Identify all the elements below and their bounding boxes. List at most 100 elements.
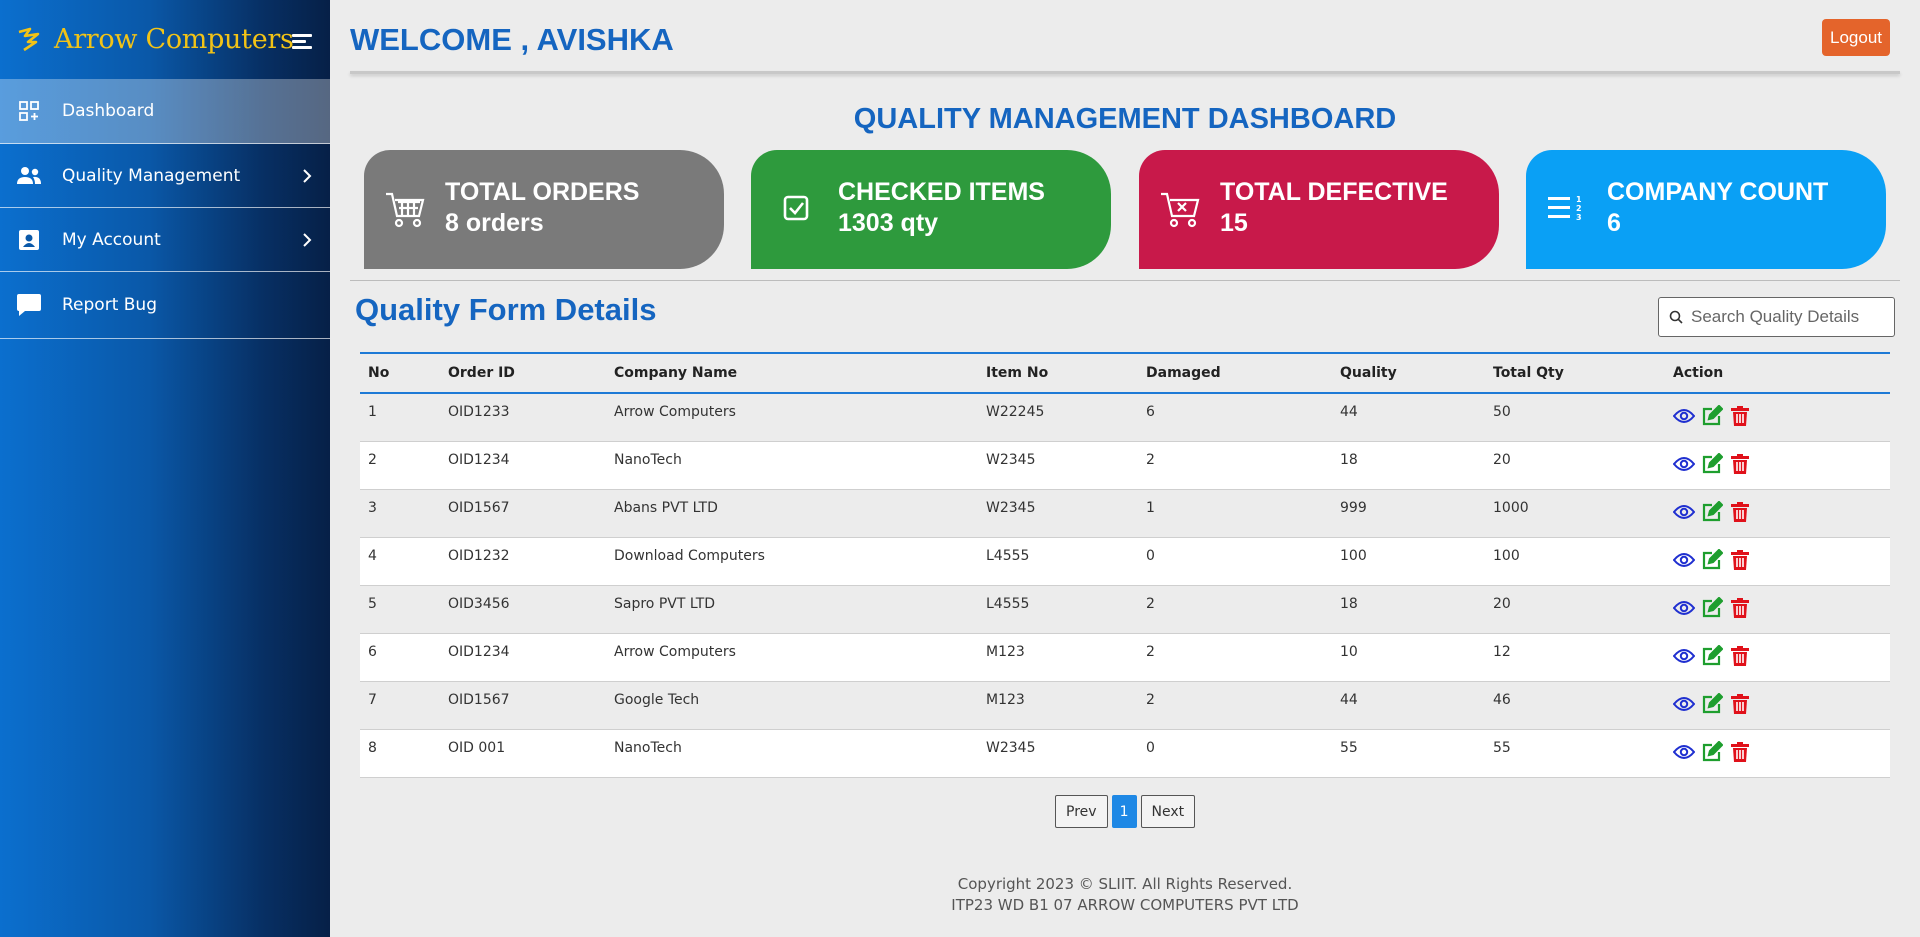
table-cell: 1 (368, 404, 377, 420)
edit-icon[interactable] (1701, 740, 1723, 763)
table-cell: OID1567 (448, 499, 510, 516)
delete-icon[interactable] (1729, 453, 1751, 475)
sidebar-item-label: Quality Management (62, 165, 241, 186)
column-header[interactable]: Total Qty (1493, 365, 1564, 381)
table-row: 1 OID1233 Arrow Computers W22245 6 44 50 (360, 393, 1890, 441)
view-icon[interactable] (1673, 693, 1695, 715)
next-page-button[interactable]: Next (1140, 795, 1196, 828)
view-icon[interactable] (1673, 501, 1695, 523)
sidebar-item-my-account[interactable]: My Account (0, 208, 330, 272)
pagination: Prev 1 Next (1055, 795, 1196, 828)
column-header[interactable]: Item No (986, 365, 1049, 381)
company-count-card: 1 2 3 COMPANY COUNT 6 (1526, 150, 1886, 269)
table-cell: 4 (368, 547, 377, 564)
logout-button[interactable]: Logout (1822, 19, 1890, 56)
table-cell: 8 (368, 739, 377, 756)
table-header-row: No Order ID Company Name Item No Damaged… (360, 353, 1890, 393)
table-cell: Google Tech (614, 691, 700, 708)
table-row: 4 OID1232 Download Computers L4555 0 100 100 (360, 537, 1890, 585)
view-icon[interactable] (1673, 741, 1695, 763)
copyright-text: Copyright 2023 © SLIIT. All Rights Reser… (957, 875, 1293, 893)
cart-icon (386, 192, 425, 228)
table-cell: 6 (1146, 404, 1155, 420)
card-title: TOTAL ORDERS (445, 178, 640, 206)
table-cell: 10 (1340, 643, 1358, 660)
sidebar-item-report-bug[interactable]: Report Bug (0, 272, 330, 339)
sidebar-item-dashboard[interactable]: Dashboard (0, 79, 330, 144)
edit-icon[interactable] (1701, 452, 1723, 475)
column-header[interactable]: No (368, 365, 390, 381)
footer: Copyright 2023 © SLIIT. All Rights Reser… (330, 874, 1920, 916)
checked-items-card: CHECKED ITEMS 1303 qty (751, 150, 1111, 269)
view-icon[interactable] (1673, 453, 1695, 475)
edit-icon[interactable] (1701, 548, 1723, 571)
table-row: 2 OID1234 NanoTech W2345 2 18 20 (360, 441, 1890, 489)
table-cell: W2345 (986, 499, 1036, 516)
view-icon[interactable] (1673, 645, 1695, 667)
table-cell: Sapro PVT LTD (614, 595, 716, 612)
svg-text:3: 3 (1576, 213, 1582, 222)
table-cell: 0 (1146, 739, 1155, 756)
sidebar-item-label: My Account (62, 229, 161, 250)
table-cell: 46 (1493, 691, 1511, 708)
table-cell: 44 (1340, 404, 1358, 420)
dashboard-icon (16, 98, 42, 124)
current-page-button[interactable]: 1 (1111, 795, 1137, 828)
table-cell: M123 (986, 691, 1025, 708)
page-title: QUALITY MANAGEMENT DASHBOARD (853, 103, 1397, 135)
column-header[interactable]: Order ID (448, 365, 515, 381)
column-header[interactable]: Company Name (614, 365, 738, 381)
delete-icon[interactable] (1729, 549, 1751, 571)
edit-icon[interactable] (1701, 405, 1723, 427)
table-cell: L4555 (986, 547, 1030, 564)
action-cell (1665, 489, 1890, 537)
sidebar-item-quality-management[interactable]: Quality Management (0, 144, 330, 208)
view-icon[interactable] (1673, 405, 1695, 427)
view-icon[interactable] (1673, 549, 1695, 571)
delete-icon[interactable] (1729, 693, 1751, 715)
total-defective-card: TOTAL DEFECTIVE 15 (1139, 150, 1499, 269)
svg-text:2: 2 (1576, 204, 1582, 213)
users-icon (16, 163, 42, 189)
menu-toggle-icon[interactable] (292, 34, 312, 50)
table-cell: 100 (1340, 547, 1367, 564)
table-cell: Abans PVT LTD (614, 499, 718, 516)
table-cell: OID1233 (448, 404, 510, 420)
table-cell: 2 (1146, 643, 1155, 660)
edit-icon[interactable] (1701, 644, 1723, 667)
prev-page-button[interactable]: Prev (1055, 795, 1108, 828)
search-box[interactable] (1658, 297, 1895, 337)
table-cell: NanoTech (614, 739, 682, 756)
action-cell (1665, 441, 1890, 489)
svg-text:1: 1 (1576, 195, 1582, 204)
view-icon[interactable] (1673, 597, 1695, 619)
search-input[interactable] (1691, 307, 1891, 327)
action-cell (1665, 537, 1890, 585)
delete-icon[interactable] (1729, 501, 1751, 523)
delete-icon[interactable] (1729, 405, 1751, 427)
edit-icon[interactable] (1701, 692, 1723, 715)
delete-icon[interactable] (1729, 645, 1751, 667)
column-header[interactable]: Damaged (1146, 365, 1221, 381)
column-header[interactable]: Quality (1340, 365, 1397, 381)
table-row: 7 OID1567 Google Tech M123 2 44 46 (360, 681, 1890, 729)
action-cell (1665, 633, 1890, 681)
card-value: 1303 qty (838, 209, 939, 237)
sidebar-item-label: Report Bug (62, 295, 157, 315)
brand[interactable]: Arrow Computers (0, 0, 330, 79)
table-cell: W2345 (986, 739, 1036, 756)
table-cell: M123 (986, 643, 1025, 660)
row-actions (1673, 692, 1890, 715)
table-cell: 20 (1493, 595, 1511, 612)
delete-icon[interactable] (1729, 741, 1751, 763)
arrow-logo-icon (18, 27, 40, 51)
table-cell: 999 (1340, 499, 1367, 516)
total-orders-card: TOTAL ORDERS 8 orders (364, 150, 724, 269)
edit-icon[interactable] (1701, 500, 1723, 523)
edit-icon[interactable] (1701, 596, 1723, 619)
delete-icon[interactable] (1729, 597, 1751, 619)
table-cell: W2345 (986, 451, 1036, 468)
table-cell: 44 (1340, 691, 1358, 708)
table-cell: 3 (368, 499, 377, 516)
header-divider (350, 71, 1900, 74)
